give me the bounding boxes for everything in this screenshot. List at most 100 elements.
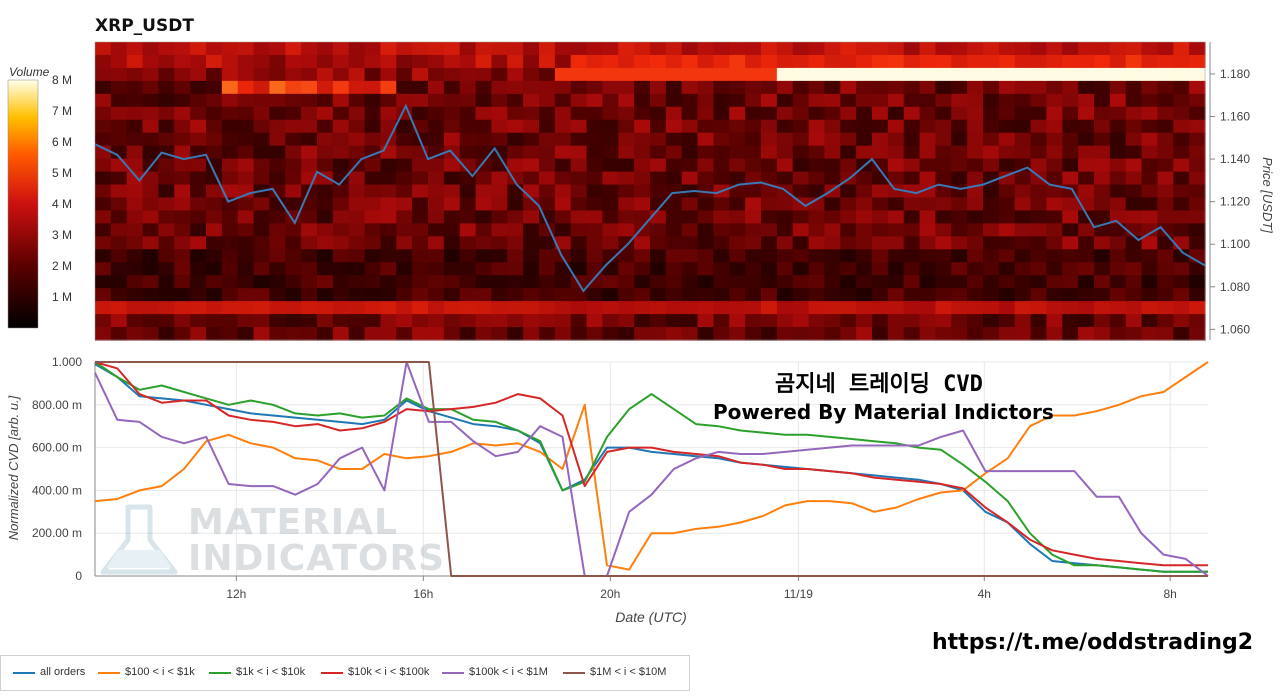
heatmap-cell: [428, 119, 445, 134]
heatmap-cell: [475, 301, 493, 315]
heatmap-cell: [919, 67, 937, 82]
heatmap-cell: [142, 223, 160, 237]
heatmap-cell: [174, 301, 191, 315]
heatmap-cell: [713, 119, 730, 134]
heatmap-cell: [253, 158, 271, 173]
heatmap-cell: [1141, 119, 1159, 134]
heatmap-cell: [1094, 67, 1111, 82]
heatmap-cell: [872, 197, 889, 212]
heatmap-cell: [602, 132, 619, 147]
heatmap-cell: [190, 67, 207, 82]
heatmap-cell: [570, 249, 588, 263]
heatmap-cell: [174, 54, 191, 69]
heatmap-cell: [237, 197, 255, 212]
heatmap-cell: [332, 223, 350, 237]
cvd-y-tick-label: 600.00 m: [32, 441, 82, 455]
heatmap-cell: [887, 93, 905, 108]
heatmap-cell: [665, 54, 683, 69]
heatmap-cell: [285, 158, 302, 173]
heatmap-cell: [951, 171, 968, 186]
heatmap-cell: [840, 210, 857, 224]
heatmap-cell: [824, 158, 841, 173]
heatmap-cell: [824, 54, 841, 69]
heatmap-cell: [301, 249, 318, 263]
heatmap-cell: [1157, 42, 1174, 56]
heatmap-cell: [1157, 275, 1174, 289]
heatmap-cell: [840, 119, 857, 134]
heatmap-cell: [285, 106, 302, 121]
heatmap-cell: [634, 249, 651, 263]
heatmap-cell: [301, 262, 318, 276]
heatmap-cell: [380, 80, 397, 95]
heatmap-cell: [681, 67, 699, 82]
heatmap-cell: [428, 210, 445, 224]
heatmap-cell: [1189, 54, 1206, 69]
heatmap-cell: [570, 93, 588, 108]
heatmap-cell: [174, 171, 191, 186]
heatmap-cell: [158, 288, 175, 302]
telegram-link[interactable]: https://t.me/oddstrading2: [932, 630, 1254, 655]
heatmap-cell: [269, 288, 286, 302]
heatmap-cell: [206, 223, 223, 237]
heatmap-cell: [935, 42, 952, 56]
heatmap-cell: [1189, 327, 1206, 341]
heatmap-cell: [301, 54, 318, 69]
heatmap-cell: [523, 93, 540, 108]
heatmap-cell: [903, 106, 921, 121]
heatmap-cell: [998, 106, 1016, 121]
heatmap-cell: [998, 197, 1016, 212]
heatmap-cell: [697, 223, 715, 237]
heatmap-cell: [681, 93, 699, 108]
heatmap-cell: [824, 262, 841, 276]
heatmap-cell: [1030, 132, 1048, 147]
heatmap-cell: [412, 236, 429, 250]
heatmap-cell: [475, 132, 493, 147]
heatmap-cell: [792, 236, 810, 250]
heatmap-cell: [459, 288, 477, 302]
heatmap-cell: [539, 184, 556, 199]
heatmap-cell: [570, 327, 588, 341]
heatmap-cell: [317, 184, 334, 199]
heatmap-cell: [459, 106, 477, 121]
heatmap-cell: [554, 80, 572, 95]
heatmap-cell: [1189, 275, 1206, 289]
heatmap-cell: [428, 145, 445, 160]
heatmap-cells: [95, 42, 1206, 341]
heatmap-cell: [301, 314, 318, 328]
heatmap-cell: [1078, 171, 1095, 186]
heatmap-cell: [792, 184, 810, 199]
price-tick-label: 1.060: [1220, 322, 1250, 336]
heatmap-cell: [523, 236, 540, 250]
watermark-line-1: MATERIAL: [188, 502, 398, 543]
heatmap-cell: [110, 42, 128, 56]
heatmap-cell: [983, 275, 1000, 289]
heatmap-cell: [650, 42, 667, 56]
heatmap-cell: [776, 93, 794, 108]
heatmap-cell: [967, 249, 984, 263]
heatmap-cell: [570, 132, 588, 147]
heatmap-cell: [1014, 327, 1032, 341]
heatmap-cell: [158, 301, 175, 315]
heatmap-cell: [221, 210, 239, 224]
heatmap-cell: [110, 145, 128, 160]
heatmap-cell: [1078, 184, 1095, 199]
heatmap-cell: [967, 327, 984, 341]
heatmap-cell: [1173, 106, 1190, 121]
heatmap-cell: [95, 184, 112, 199]
heatmap-cell: [206, 54, 223, 69]
heatmap-cell: [95, 314, 112, 328]
heatmap-cell: [554, 106, 572, 121]
heatmap-cell: [539, 145, 556, 160]
heatmap-cell: [1078, 119, 1095, 134]
heatmap-cell: [824, 145, 841, 160]
heatmap-cell: [126, 67, 144, 82]
heatmap-cell: [1014, 132, 1032, 147]
heatmap-cell: [380, 158, 397, 173]
heatmap-cell: [998, 54, 1016, 69]
heatmap-cell: [475, 54, 493, 69]
heatmap-cell: [237, 67, 255, 82]
heatmap-cell: [507, 145, 524, 160]
heatmap-cell: [697, 236, 715, 250]
heatmap-cell: [1094, 119, 1111, 134]
heatmap-cell: [1125, 54, 1143, 69]
